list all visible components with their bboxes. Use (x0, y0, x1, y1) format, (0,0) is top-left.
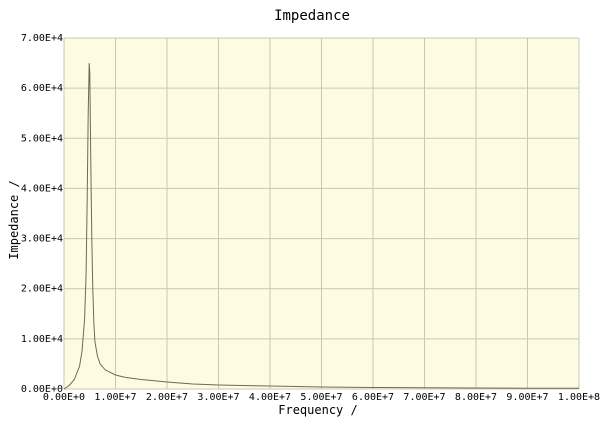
x-tick-label: 9.00E+7 (506, 392, 548, 403)
series-line-0 (63, 63, 579, 390)
x-tick-label: 2.00E+7 (146, 392, 188, 403)
x-axis-label: Frequency / (278, 403, 357, 417)
grid-lines (63, 37, 580, 390)
x-tick-label: 8.00E+7 (455, 392, 497, 403)
y-tick-label: 1.00E+4 (21, 334, 63, 345)
x-tick-label: 6.00E+7 (352, 392, 394, 403)
y-axis-ticks: 0.00E+0 1.00E+4 2.00E+4 3.00E+4 4.00E+4 5.00E… (21, 33, 63, 395)
series-layer (63, 63, 579, 390)
y-tick-label: 3.00E+4 (21, 234, 63, 245)
y-tick-label: 4.00E+4 (21, 183, 63, 194)
x-tick-label: 7.00E+7 (403, 392, 445, 403)
y-tick-label: 0.00E+0 (21, 384, 63, 395)
y-axis-label: Impedance / (7, 180, 21, 259)
x-tick-label: 0.00E+0 (43, 392, 85, 403)
chart-title: Impedance (274, 8, 350, 24)
x-tick-label: 4.00E+7 (249, 392, 291, 403)
x-tick-label: 3.00E+7 (197, 392, 239, 403)
x-tick-label: 1.00E+8 (558, 392, 600, 403)
y-tick-label: 7.00E+4 (21, 33, 63, 44)
x-tick-label: 1.00E+7 (94, 392, 136, 403)
y-tick-label: 5.00E+4 (21, 133, 63, 144)
y-tick-label: 2.00E+4 (21, 284, 63, 295)
x-tick-label: 5.00E+7 (300, 392, 342, 403)
x-axis-ticks: 0.00E+0 1.00E+7 2.00E+7 3.00E+7 4.00E+7 5.00E… (43, 392, 600, 403)
y-tick-label: 6.00E+4 (21, 83, 63, 94)
